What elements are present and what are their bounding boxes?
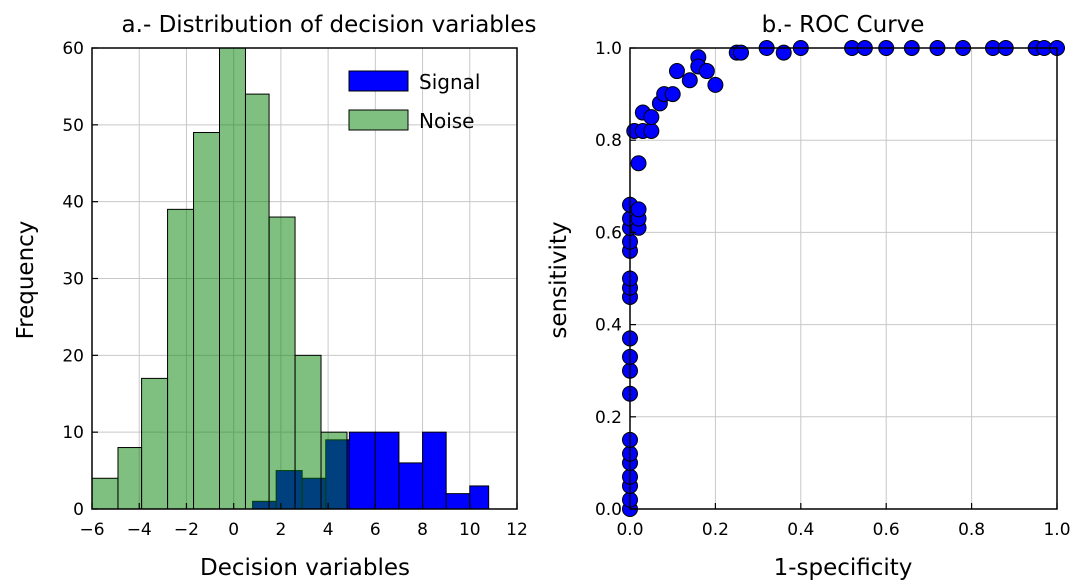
roc-point xyxy=(664,86,681,103)
roc-point xyxy=(643,122,660,139)
roc-x-tick-label: 0.6 xyxy=(873,520,900,540)
roc-point xyxy=(630,155,647,172)
signal-bar xyxy=(398,462,424,510)
roc-x-tick-label: 1.0 xyxy=(1043,520,1070,540)
histogram-x-tick-label: 12 xyxy=(506,520,528,540)
roc-y-tick-label: 0.0 xyxy=(595,500,622,520)
histogram-x-tick-label: −4 xyxy=(127,520,152,540)
histogram-x-tick-label: −2 xyxy=(174,520,199,540)
noise-bar xyxy=(268,216,296,510)
roc-point xyxy=(707,76,724,93)
noise-bar xyxy=(219,47,246,510)
histogram-x-tick-label: 10 xyxy=(459,520,481,540)
roc-x-tick-label: 0.2 xyxy=(702,520,729,540)
roc-x-tick-label: 0.4 xyxy=(787,520,814,540)
legend-noise-swatch xyxy=(348,109,409,131)
signal-bar xyxy=(422,431,447,510)
histogram-panel: a.- Distribution of decision variables −… xyxy=(13,12,536,581)
histogram-y-tick-label: 60 xyxy=(62,39,84,59)
roc-grid xyxy=(630,48,1057,509)
histogram-legend: Signal Noise xyxy=(348,70,480,133)
histogram-y-tick-label: 50 xyxy=(62,116,84,136)
roc-frame xyxy=(629,47,1058,510)
histogram-x-axis-label: Decision variables xyxy=(200,555,410,581)
roc-y-axis-label: sensitivity xyxy=(546,221,572,338)
legend-signal-label: Signal xyxy=(419,70,480,94)
signal-bar xyxy=(445,493,471,510)
roc-title: b.- ROC Curve xyxy=(762,12,925,38)
roc-point xyxy=(698,63,715,80)
roc-point xyxy=(733,44,750,61)
noise-bar xyxy=(91,477,119,510)
noise-bar xyxy=(320,431,348,510)
legend-noise-label: Noise xyxy=(419,109,474,133)
histogram-x-tick-label: −6 xyxy=(79,520,104,540)
histogram-x-tick-label: 4 xyxy=(323,520,334,540)
signal-bar xyxy=(374,431,400,510)
roc-y-tick-label: 0.8 xyxy=(595,131,622,151)
histogram-title: a.- Distribution of decision variables xyxy=(122,12,537,38)
histogram-bars xyxy=(91,47,490,510)
noise-bar xyxy=(141,377,169,510)
roc-y-tick-label: 0.4 xyxy=(595,316,622,336)
roc-y-tick-label: 0.2 xyxy=(595,408,622,428)
roc-point xyxy=(775,44,792,61)
histogram-x-tick-label: 8 xyxy=(417,520,428,540)
histogram-y-tick-label: 0 xyxy=(73,500,84,520)
roc-point xyxy=(630,201,647,218)
roc-point xyxy=(681,72,698,89)
signal-bar xyxy=(469,485,490,510)
roc-point xyxy=(643,109,660,126)
roc-x-axis-label: 1-specificity xyxy=(774,555,913,581)
histogram-x-tick-label: 2 xyxy=(275,520,286,540)
roc-x-tick-label: 0.8 xyxy=(958,520,985,540)
roc-panel: b.- ROC Curve 0.0 0.2 0.4 0.6 0.8 1.00.00.20.… xyxy=(546,12,1071,581)
roc-x-tick-label: 0.0 xyxy=(616,520,643,540)
histogram-ticks: −6 −4 −2 0 2 4 6 8 10 12 0 10 20 30 40 50 60 xyxy=(62,39,527,540)
roc-ticks: 0.0 0.2 0.4 0.6 0.8 1.0 0.0 0.2 0.4 0.6 0.8 1.0 xyxy=(595,39,1071,540)
noise-bar xyxy=(117,447,143,510)
roc-point xyxy=(668,63,685,80)
histogram-x-tick-label: 6 xyxy=(370,520,381,540)
legend-signal-swatch xyxy=(348,70,409,92)
noise-bar xyxy=(244,93,270,510)
roc-y-tick-label: 0.6 xyxy=(595,223,622,243)
noise-bar xyxy=(294,354,322,510)
histogram-x-tick-label: 0 xyxy=(228,520,239,540)
noise-bar xyxy=(193,132,220,510)
signal-bar xyxy=(348,431,376,510)
histogram-y-tick-label: 40 xyxy=(62,193,84,213)
histogram-y-tick-label: 20 xyxy=(62,346,84,366)
histogram-y-axis-label: Frequency xyxy=(13,221,39,340)
noise-bar xyxy=(167,208,195,510)
roc-points xyxy=(622,40,1065,517)
roc-y-tick-label: 1.0 xyxy=(595,39,622,59)
histogram-y-tick-label: 10 xyxy=(62,423,84,443)
histogram-y-tick-label: 30 xyxy=(62,270,84,290)
